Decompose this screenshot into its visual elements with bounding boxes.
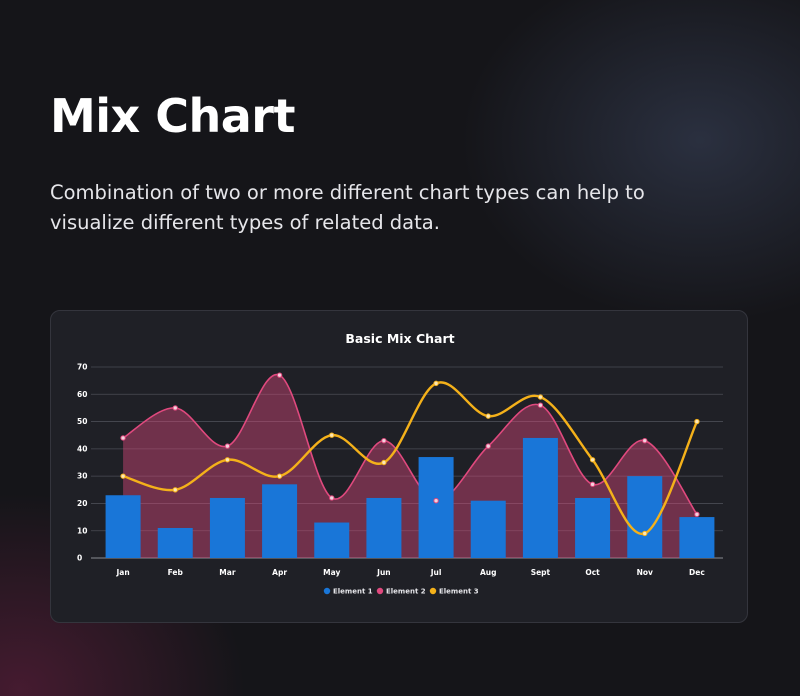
chart-card: Basic Mix Chart 0 10 20 30 40 50 60 70 Jan Feb Mar… bbox=[50, 310, 748, 623]
element-3-point bbox=[589, 457, 596, 463]
element-2-point bbox=[381, 437, 387, 444]
legend-marker bbox=[429, 587, 437, 595]
element-2-point bbox=[589, 481, 596, 488]
element-1-bar bbox=[627, 476, 663, 558]
element-3-point bbox=[172, 487, 178, 493]
x-tick-label: May bbox=[323, 568, 340, 577]
page-subtitle: Combination of two or more different cha… bbox=[50, 181, 645, 234]
y-tick-label: 10 bbox=[77, 526, 87, 535]
element-2-point bbox=[329, 495, 335, 501]
element-3-point bbox=[642, 530, 648, 537]
series-element-2-area bbox=[122, 373, 698, 558]
element-2-area-fill bbox=[123, 374, 697, 558]
y-tick-label: 50 bbox=[77, 417, 87, 426]
x-tick-label: Mar bbox=[219, 568, 236, 577]
element-1-bar bbox=[262, 484, 298, 558]
page-title: Mix Chart bbox=[50, 89, 295, 143]
element-3-point bbox=[120, 473, 126, 479]
element-2-point bbox=[537, 402, 544, 408]
element-1-bar bbox=[470, 500, 506, 558]
x-tick-label: Dec bbox=[689, 568, 705, 577]
mix-chart: Basic Mix Chart 0 10 20 30 40 50 60 70 Jan Feb Mar… bbox=[77, 331, 723, 596]
y-tick-label: 70 bbox=[77, 363, 87, 372]
series-element-1-bars bbox=[105, 437, 715, 558]
y-tick-label: 60 bbox=[77, 390, 87, 399]
y-tick-label: 40 bbox=[77, 444, 87, 453]
axes: 0 10 20 30 40 50 60 70 Jan Feb Mar Apr May Jun Jul Aug S… bbox=[77, 363, 705, 577]
element-2-point bbox=[172, 405, 178, 411]
element-2-point bbox=[276, 372, 283, 378]
element-2-point bbox=[694, 511, 700, 518]
element-1-bar bbox=[105, 495, 141, 558]
chart-title: Basic Mix Chart bbox=[345, 331, 454, 346]
element-1-bar bbox=[209, 497, 245, 558]
x-tick-label: Oct bbox=[585, 568, 600, 577]
legend-label: Element 1 bbox=[333, 588, 373, 596]
element-1-bar bbox=[522, 437, 558, 558]
x-tick-label: Nov bbox=[637, 568, 653, 577]
legend-marker bbox=[376, 587, 384, 595]
element-3-point bbox=[537, 394, 544, 400]
element-2-point bbox=[433, 498, 439, 504]
element-2-point bbox=[120, 435, 126, 441]
series-markers bbox=[120, 372, 700, 537]
element-1-bar bbox=[679, 517, 715, 558]
element-3-point bbox=[485, 413, 491, 419]
y-tick-label: 0 bbox=[77, 554, 82, 563]
element-3-point bbox=[381, 459, 387, 466]
x-tick-label: Jun bbox=[376, 568, 390, 577]
element-3-point bbox=[694, 418, 700, 425]
element-1-bar bbox=[366, 497, 402, 558]
element-1-bar bbox=[575, 497, 611, 558]
x-tick-label: Sept bbox=[531, 568, 551, 577]
x-tick-label: Jul bbox=[430, 568, 442, 577]
element-3-point bbox=[329, 432, 335, 438]
element-2-point bbox=[485, 443, 491, 449]
chart-legend: Element 1 Element 2 Element 3 bbox=[323, 587, 479, 596]
element-1-bar bbox=[314, 522, 350, 558]
legend-label: Element 2 bbox=[386, 588, 426, 596]
y-tick-label: 20 bbox=[77, 499, 87, 508]
element-1-bar bbox=[157, 527, 193, 558]
element-3-point bbox=[224, 457, 231, 463]
x-tick-label: Feb bbox=[168, 568, 184, 577]
x-tick-label: Apr bbox=[272, 568, 287, 577]
element-3-point bbox=[276, 473, 283, 479]
element-1-bar bbox=[418, 457, 454, 558]
grid-lines bbox=[91, 366, 723, 559]
x-tick-label: Jan bbox=[115, 568, 129, 577]
element-2-point bbox=[642, 437, 648, 444]
y-tick-label: 30 bbox=[77, 472, 87, 481]
element-2-point bbox=[224, 443, 231, 449]
legend-marker bbox=[323, 587, 331, 595]
element-3-point bbox=[433, 380, 439, 387]
legend-label: Element 3 bbox=[439, 588, 479, 596]
x-tick-label: Aug bbox=[480, 568, 497, 577]
